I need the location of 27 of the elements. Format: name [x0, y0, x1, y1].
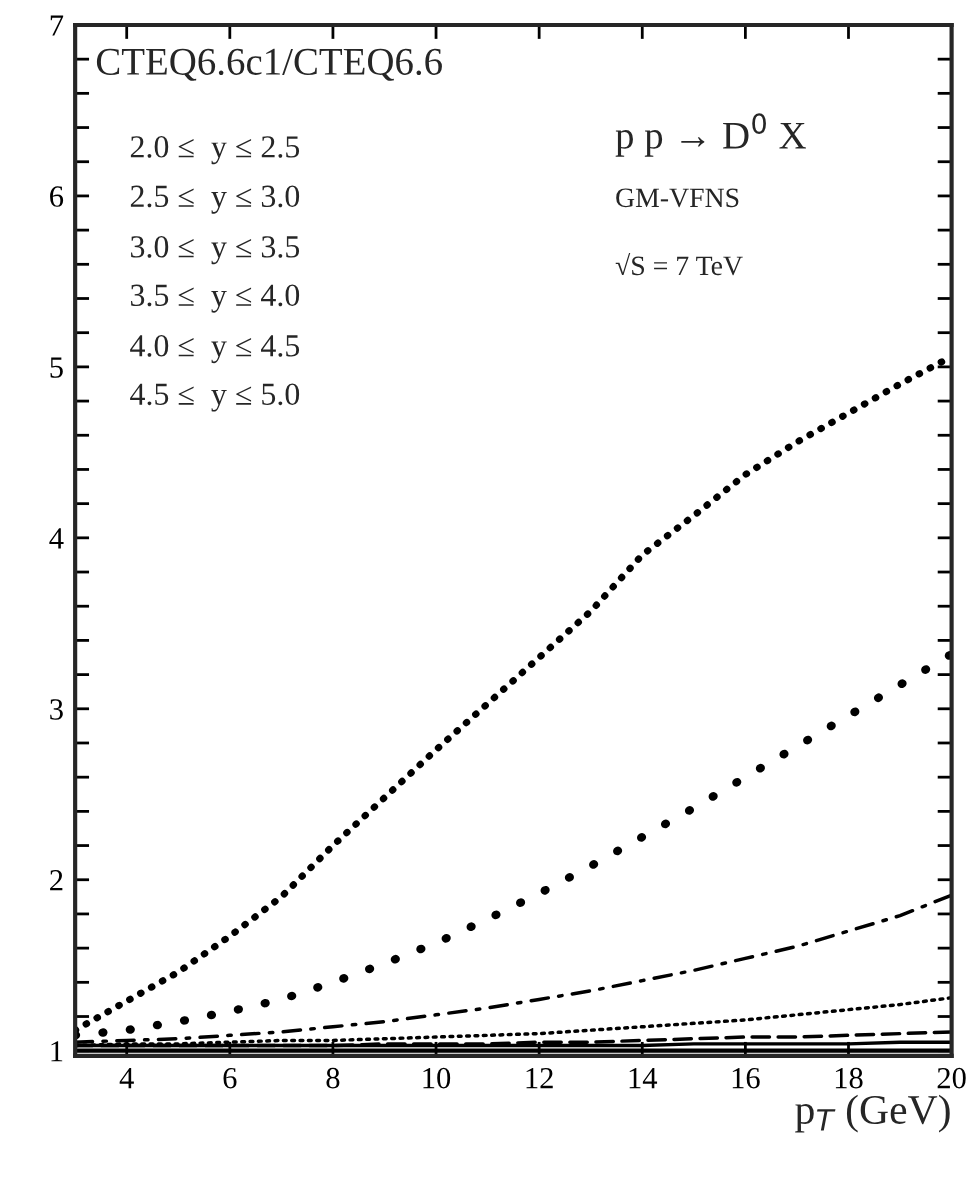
annotation: 3.5 ≤ y ≤ 4.0	[131, 284, 300, 313]
annotation: 4.5 ≤ y ≤ 5.0	[130, 383, 300, 412]
y-tick-label: 6	[50, 186, 64, 207]
annotation: GM-VFNS	[616, 188, 739, 208]
y-tick-label: 2	[50, 870, 63, 891]
y-tick-label: 1	[51, 1041, 63, 1062]
annotation: 2.0 ≤ y ≤ 2.5	[130, 136, 300, 165]
x-axis-title: p$_{T}$ (GeV)	[795, 1094, 950, 1133]
y-tick-label: 5	[50, 357, 63, 378]
annotation: 2.5 ≤ y ≤ 3.0	[130, 185, 300, 214]
y-tick-label: 7	[50, 15, 64, 36]
y-tick-label: 3	[50, 699, 63, 720]
x-tick-label: 18	[835, 1067, 863, 1089]
y-tick-label: 4	[49, 528, 64, 549]
x-tick-label: 4	[119, 1068, 134, 1089]
x-tick-label: 8	[326, 1067, 340, 1089]
x-tick-label: 12	[526, 1067, 553, 1089]
annotation: 3.0 ≤ y ≤ 3.5	[131, 236, 300, 265]
x-tick-label: 6	[223, 1067, 237, 1089]
x-tick-label: 16	[732, 1067, 760, 1089]
annotation: p p → D$^{0}$ X	[615, 113, 806, 157]
x-tick-label: 14	[629, 1067, 658, 1089]
annotation: √S = 7 TeV	[615, 252, 743, 276]
x-tick-label: 20	[937, 1067, 966, 1089]
annotation: 4.0 ≤ y ≤ 4.5	[130, 335, 300, 364]
x-tick-label: 10	[423, 1067, 451, 1089]
text: CTEQ6.6c1/CTEQ6.6	[96, 48, 442, 81]
